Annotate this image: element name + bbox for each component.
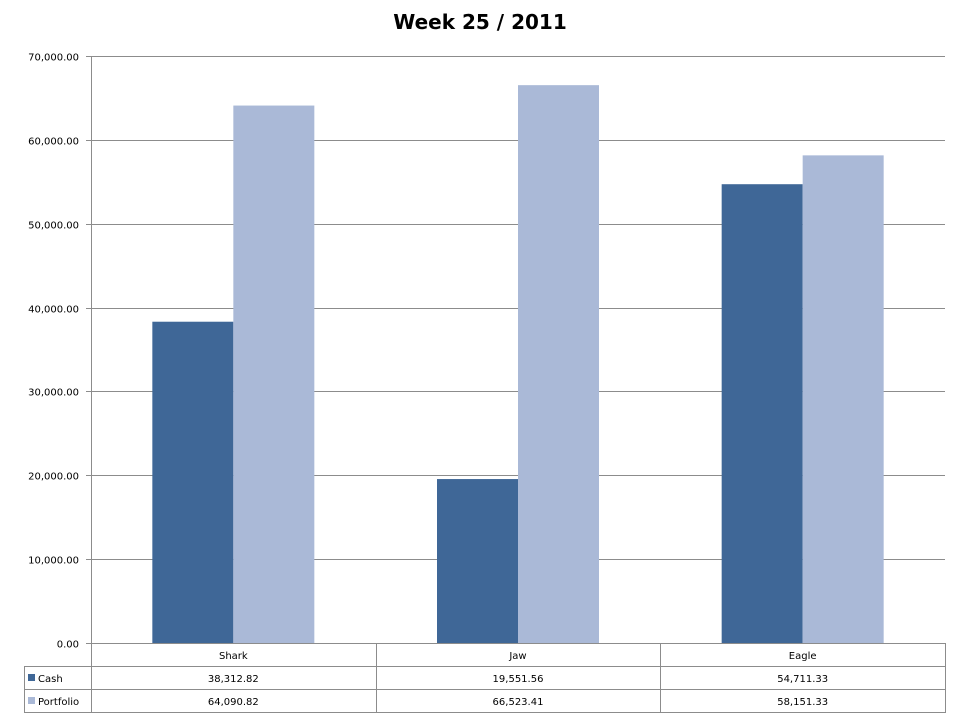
legend-swatch-portfolio	[28, 697, 35, 704]
bar-cash-jaw	[437, 479, 518, 643]
y-tick-label: 10,000.00	[28, 556, 79, 567]
data-table-value: 58,151.33	[777, 697, 828, 708]
y-tick-label: 40,000.00	[28, 305, 79, 316]
x-category-label: Jaw	[508, 651, 526, 662]
y-tick-label: 70,000.00	[28, 53, 79, 64]
data-table-value: 64,090.82	[208, 697, 259, 708]
legend-label-cash: Cash	[38, 674, 63, 685]
x-category-label: Eagle	[789, 651, 817, 662]
chart-title: Week 25 / 2011	[393, 10, 567, 34]
data-table-value: 66,523.41	[493, 697, 544, 708]
data-table-value: 38,312.82	[208, 674, 259, 685]
y-tick-label: 50,000.00	[28, 221, 79, 232]
y-tick-label: 20,000.00	[28, 472, 79, 483]
x-category-label: Shark	[219, 651, 248, 662]
data-table-value: 19,551.56	[493, 674, 544, 685]
bar-portfolio-eagle	[802, 155, 884, 643]
data-table-value: 54,711.33	[777, 674, 828, 685]
legend-label-portfolio: Portfolio	[38, 697, 79, 708]
legend-swatch-cash	[28, 674, 35, 681]
bar-cash-eagle	[721, 184, 803, 643]
y-tick-label: 0.00	[57, 640, 79, 651]
y-tick-label: 30,000.00	[28, 388, 79, 399]
y-tick-label: 60,000.00	[28, 137, 79, 148]
bar-cash-shark	[152, 321, 234, 643]
bar-portfolio-shark	[233, 105, 315, 644]
bar-portfolio-jaw	[518, 85, 599, 644]
